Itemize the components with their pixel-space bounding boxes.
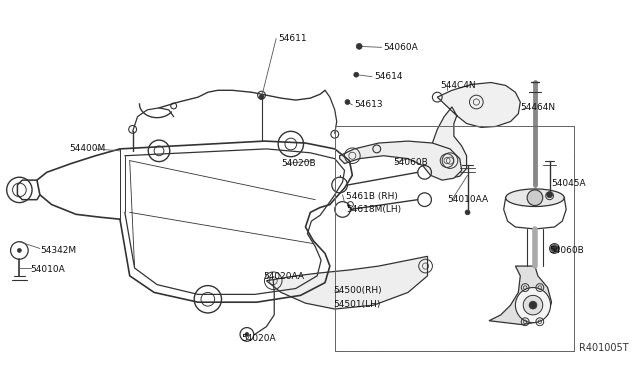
Text: 54010AA: 54010AA	[447, 195, 488, 204]
Text: 544C4N: 544C4N	[440, 81, 476, 90]
Circle shape	[527, 190, 543, 205]
Circle shape	[529, 301, 537, 309]
Text: 54614: 54614	[374, 72, 403, 81]
Bar	[335, 126, 574, 351]
Text: 54060B: 54060B	[394, 158, 428, 167]
Circle shape	[465, 210, 470, 215]
Circle shape	[245, 333, 249, 336]
Text: 54500(RH): 54500(RH)	[333, 286, 381, 295]
Circle shape	[550, 244, 558, 252]
Text: 54010A: 54010A	[30, 266, 65, 275]
Circle shape	[524, 295, 543, 315]
Text: R401005T: R401005T	[579, 343, 628, 353]
Text: 54020A: 54020A	[241, 334, 276, 343]
Text: 54613: 54613	[355, 100, 383, 109]
Text: 54060A: 54060A	[383, 43, 419, 52]
Text: 54618M(LH): 54618M(LH)	[346, 205, 402, 214]
Text: 54060B: 54060B	[550, 246, 584, 255]
Text: 54501(LH): 54501(LH)	[333, 300, 380, 309]
Circle shape	[356, 44, 362, 49]
Text: 54464N: 54464N	[520, 103, 556, 112]
Circle shape	[17, 248, 21, 252]
Polygon shape	[489, 266, 552, 325]
Polygon shape	[266, 256, 428, 309]
Text: 54020AA: 54020AA	[264, 272, 305, 281]
Text: 5461B (RH): 5461B (RH)	[346, 192, 398, 201]
Text: 54020B: 54020B	[281, 159, 316, 168]
Circle shape	[515, 288, 550, 323]
Polygon shape	[340, 141, 461, 180]
Text: 54045A: 54045A	[552, 179, 586, 187]
Text: 54400M: 54400M	[69, 144, 106, 153]
Circle shape	[259, 95, 264, 100]
Circle shape	[345, 100, 350, 105]
Text: 54342M: 54342M	[40, 246, 76, 255]
Ellipse shape	[506, 189, 564, 206]
Text: 54611: 54611	[278, 34, 307, 43]
Circle shape	[354, 72, 358, 77]
Circle shape	[552, 246, 557, 251]
Polygon shape	[433, 83, 520, 178]
Circle shape	[547, 192, 552, 198]
